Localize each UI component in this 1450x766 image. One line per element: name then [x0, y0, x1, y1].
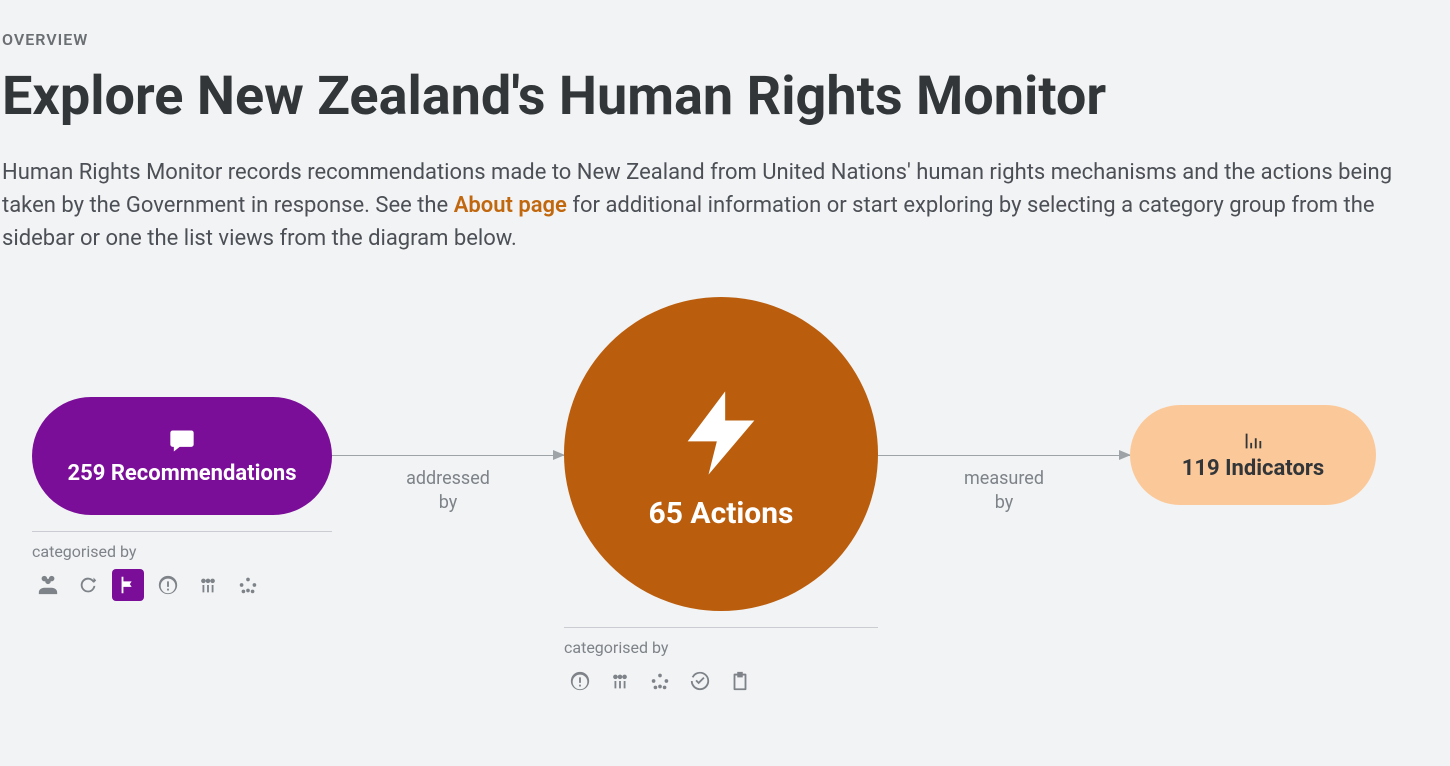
connector-label: measured by: [878, 467, 1130, 514]
connector-addressed-by: addressed by: [332, 455, 564, 456]
actions-label: 65 Actions: [649, 496, 794, 531]
divider: [564, 627, 878, 628]
recommendations-categories: categorised by: [32, 515, 332, 601]
connector-label-line1: measured: [964, 468, 1044, 489]
categorised-by-label: categorised by: [32, 542, 332, 561]
eyebrow: OVERVIEW: [2, 30, 1450, 49]
divider: [32, 531, 332, 532]
groups-icon[interactable]: [192, 569, 224, 601]
connector-label-line1: addressed: [406, 468, 490, 489]
actions-node[interactable]: 65 Actions: [564, 297, 878, 611]
indicators-label: 119 Indicators: [1182, 456, 1324, 481]
issue-icon[interactable]: [564, 665, 596, 697]
actions-categories: categorised by: [564, 611, 878, 697]
page-title: Explore New Zealand's Human Rights Monit…: [2, 67, 1450, 126]
intro-paragraph: Human Rights Monitor records recommendat…: [2, 156, 1437, 255]
connector-line: [332, 455, 564, 456]
speech-bubble-icon: [167, 427, 197, 455]
connector-line: [878, 455, 1130, 456]
issue-icon[interactable]: [152, 569, 184, 601]
progress-icon[interactable]: [684, 665, 716, 697]
flag-icon[interactable]: [112, 569, 144, 601]
indicators-node[interactable]: 119 Indicators: [1130, 405, 1376, 505]
recommendations-column: 259 Recommendations categorised by: [32, 397, 332, 601]
recommendations-category-icons: [32, 569, 332, 601]
cluster-icon[interactable]: [232, 569, 264, 601]
actions-column: 65 Actions categorised by: [564, 297, 878, 697]
lightning-icon: [671, 378, 771, 488]
cluster-icon[interactable]: [644, 665, 676, 697]
cycle-icon[interactable]: [72, 569, 104, 601]
connector-measured-by: measured by: [878, 455, 1130, 456]
overview-diagram: 259 Recommendations categorised by addre…: [2, 345, 1450, 697]
committee-icon[interactable]: [32, 569, 64, 601]
groups-icon[interactable]: [604, 665, 636, 697]
clipboard-icon[interactable]: [724, 665, 756, 697]
overview-page: OVERVIEW Explore New Zealand's Human Rig…: [0, 0, 1450, 697]
actions-category-icons: [564, 665, 878, 697]
connector-label-line2: by: [995, 492, 1014, 513]
categorised-by-label: categorised by: [564, 638, 878, 657]
connector-label: addressed by: [332, 467, 564, 514]
recommendations-node[interactable]: 259 Recommendations: [32, 397, 332, 515]
indicators-column: 119 Indicators: [1130, 405, 1376, 505]
bar-chart-icon: [1241, 430, 1265, 452]
recommendations-label: 259 Recommendations: [68, 461, 297, 486]
connector-label-line2: by: [439, 492, 458, 513]
about-link[interactable]: About page: [454, 193, 567, 218]
